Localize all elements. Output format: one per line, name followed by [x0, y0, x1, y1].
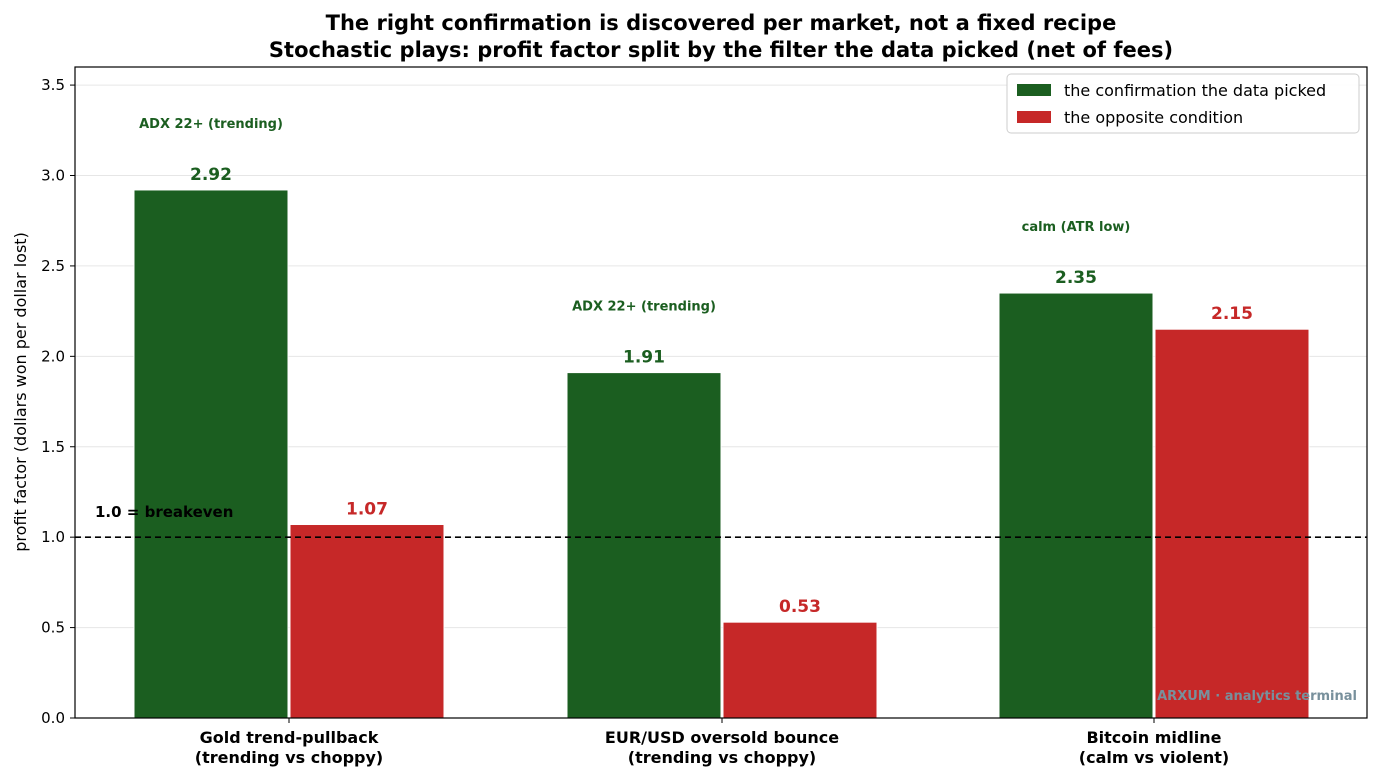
- legend-entry: the opposite condition: [1064, 108, 1243, 127]
- bar-opposite-1: [289, 524, 445, 719]
- bar-confirmation-2: [566, 372, 722, 719]
- breakeven-label: 1.0 = breakeven: [95, 503, 233, 521]
- watermark: ARXUM · analytics terminal: [1157, 689, 1357, 704]
- y-axis-label: profit factor (dollars won per dollar lo…: [11, 232, 30, 552]
- y-tick-label: 1.0: [41, 528, 65, 546]
- value-label: 1.91: [623, 348, 665, 368]
- plot-frame: [74, 66, 1368, 719]
- x-tick-label: (trending vs choppy): [195, 748, 383, 767]
- value-label: 1.07: [346, 500, 388, 520]
- legend-swatch: [1017, 84, 1051, 96]
- bars-group: 2.92 1.07 ADX 22+ (trending) 1.91 0.53 ADX 22…: [133, 117, 1310, 719]
- bar-confirmation-1: [133, 189, 289, 719]
- x-tick-label: (calm vs violent): [1079, 748, 1229, 767]
- condition-label: calm (ATR low): [1022, 220, 1131, 235]
- x-tick-label: (trending vs choppy): [628, 748, 816, 767]
- x-tick-label: EUR/USD oversold bounce: [605, 728, 839, 747]
- y-tick-label: 2.5: [41, 257, 65, 275]
- chart-subtitle: Stochastic plays: profit factor split by…: [269, 38, 1173, 62]
- x-tick-label: Bitcoin midline: [1086, 728, 1221, 747]
- value-label: 2.15: [1211, 304, 1253, 324]
- axes-group: 0.0 0.5 1.0 1.5 2.0 2.5 3.0 3.5 Gold trend-pullb…: [41, 66, 1368, 767]
- value-label: 2.92: [190, 165, 232, 185]
- value-label: 2.35: [1055, 268, 1097, 288]
- y-tick-label: 1.5: [41, 438, 65, 456]
- legend-box: [1006, 73, 1360, 134]
- x-tick-label: Gold trend-pullback: [200, 728, 379, 747]
- bar-opposite-3: [1154, 328, 1310, 719]
- value-label: 0.53: [779, 597, 821, 617]
- condition-label: ADX 22+ (trending): [572, 300, 716, 315]
- breakeven-line-group: 1.0 = breakeven: [75, 503, 1367, 538]
- y-tick-label: 0.5: [41, 619, 65, 637]
- condition-label: ADX 22+ (trending): [139, 117, 283, 132]
- y-tick-label: 3.0: [41, 167, 65, 185]
- legend-entry: the confirmation the data picked: [1064, 81, 1326, 100]
- legend-swatch: [1017, 111, 1051, 123]
- y-tick-label: 2.0: [41, 347, 65, 365]
- legend: the confirmation the data picked the oppo…: [1006, 73, 1360, 134]
- chart-title: The right confirmation is discovered per…: [326, 11, 1117, 35]
- bar-confirmation-3: [998, 292, 1154, 719]
- y-tick-label: 3.5: [41, 76, 65, 94]
- bar-opposite-2: [722, 621, 878, 719]
- y-tick-label: 0.0: [41, 709, 65, 727]
